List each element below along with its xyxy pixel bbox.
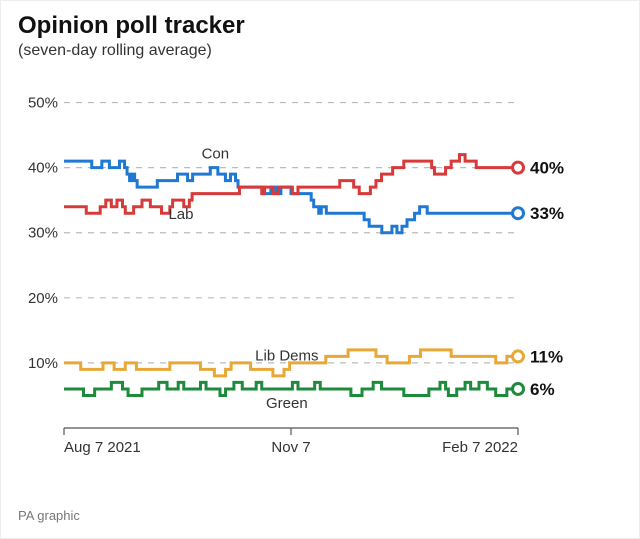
svg-text:10%: 10%: [28, 355, 58, 372]
svg-text:30%: 30%: [28, 225, 58, 242]
end-value-con: 33%: [530, 204, 564, 223]
series-con: [64, 161, 518, 233]
end-value-lab: 40%: [530, 159, 564, 178]
svg-text:20%: 20%: [28, 290, 58, 307]
end-marker-lib-dems: [513, 351, 524, 362]
end-value-lib-dems: 11%: [530, 347, 563, 366]
end-value-green: 6%: [530, 380, 555, 399]
chart-subtitle: (seven-day rolling average): [18, 42, 212, 60]
svg-text:Nov 7: Nov 7: [271, 439, 310, 456]
svg-text:Aug 7 2021: Aug 7 2021: [64, 439, 141, 456]
series-lab: [64, 155, 518, 214]
end-marker-lab: [513, 162, 524, 173]
series-label-green: Green: [266, 395, 308, 412]
series-label-con: Con: [202, 146, 230, 163]
end-marker-con: [513, 208, 524, 219]
series-green: [64, 382, 518, 395]
series-label-lib-dems: Lib Dems: [255, 347, 318, 364]
poll-line-chart: 10% 20% 30% 40% 50% Aug 7 2021 Nov 7 Feb 7 2022…: [18, 64, 578, 464]
svg-text:Feb 7 2022: Feb 7 2022: [442, 439, 518, 456]
svg-text:50%: 50%: [28, 95, 58, 112]
svg-text:40%: 40%: [28, 160, 58, 177]
source-credit: PA graphic: [18, 508, 80, 523]
series-label-lab: Lab: [168, 206, 193, 223]
end-marker-green: [513, 383, 524, 394]
chart-title: Opinion poll tracker: [18, 12, 245, 40]
